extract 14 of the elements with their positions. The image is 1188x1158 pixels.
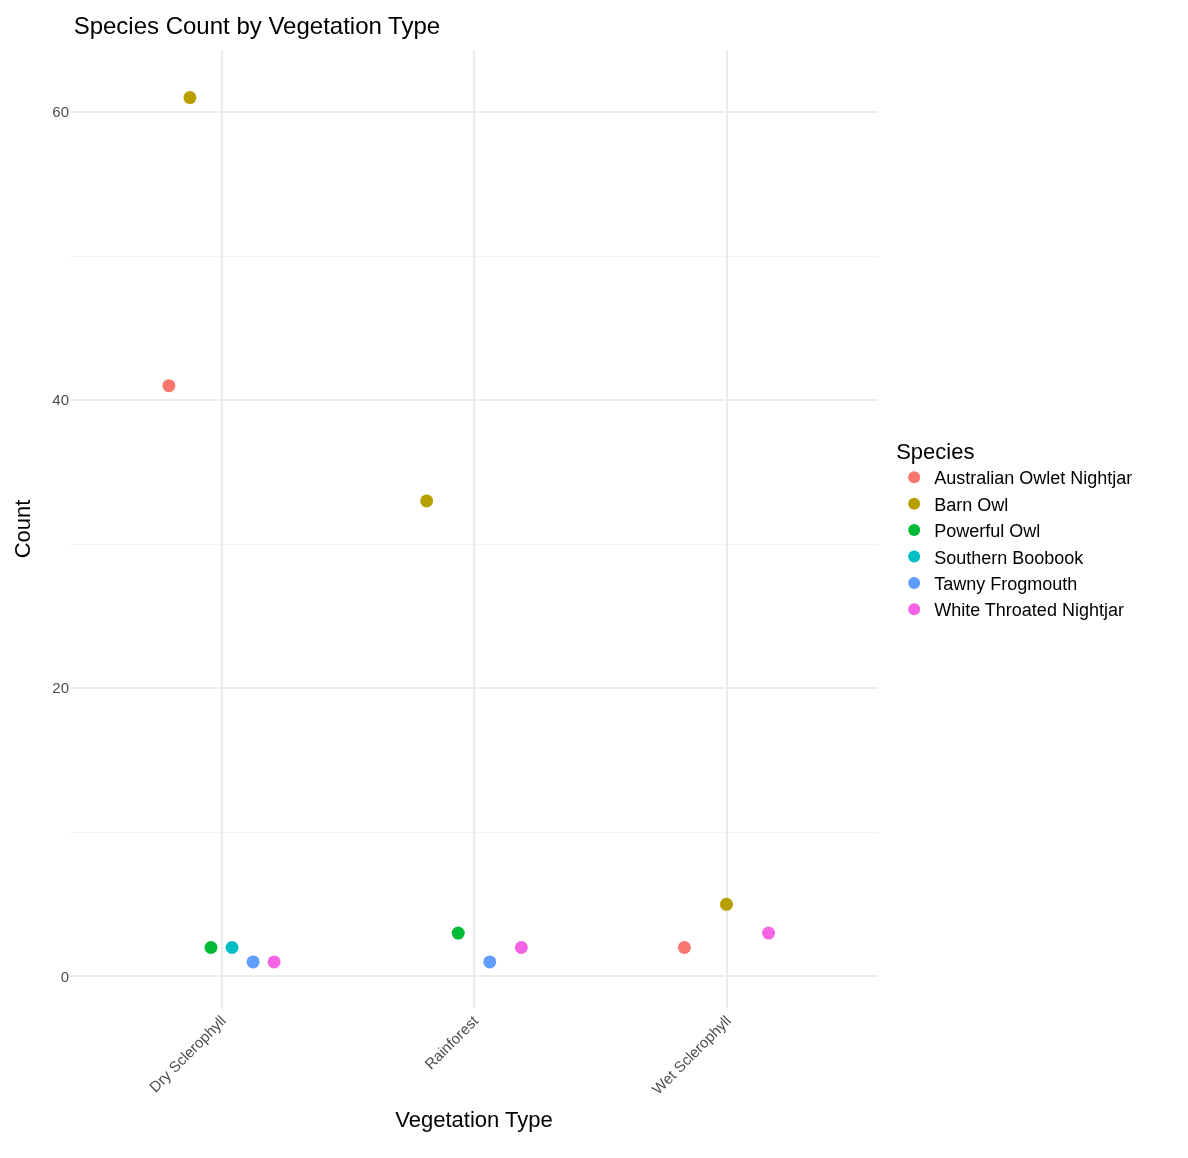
legend-label: Barn Owl bbox=[934, 494, 1009, 515]
y-tick-label: 60 bbox=[52, 103, 69, 121]
legend-label: White Throated Nightjar bbox=[934, 600, 1124, 621]
legend-title: Species bbox=[896, 439, 975, 465]
legend-label: Southern Boobook bbox=[934, 547, 1085, 568]
x-axis-title: Vegetation Type bbox=[395, 1107, 553, 1133]
legend-label: Powerful Owl bbox=[934, 521, 1041, 542]
y-tick-label: 20 bbox=[52, 679, 69, 697]
y-axis-title: Count bbox=[10, 499, 36, 559]
y-tick-label: 40 bbox=[52, 391, 69, 409]
y-tick-label: 0 bbox=[60, 967, 69, 985]
chart-title: Species Count by Vegetation Type bbox=[73, 12, 441, 40]
legend-label: Tawny Frogmouth bbox=[934, 573, 1078, 594]
legend-label: Australian Owlet Nightjar bbox=[934, 468, 1133, 489]
